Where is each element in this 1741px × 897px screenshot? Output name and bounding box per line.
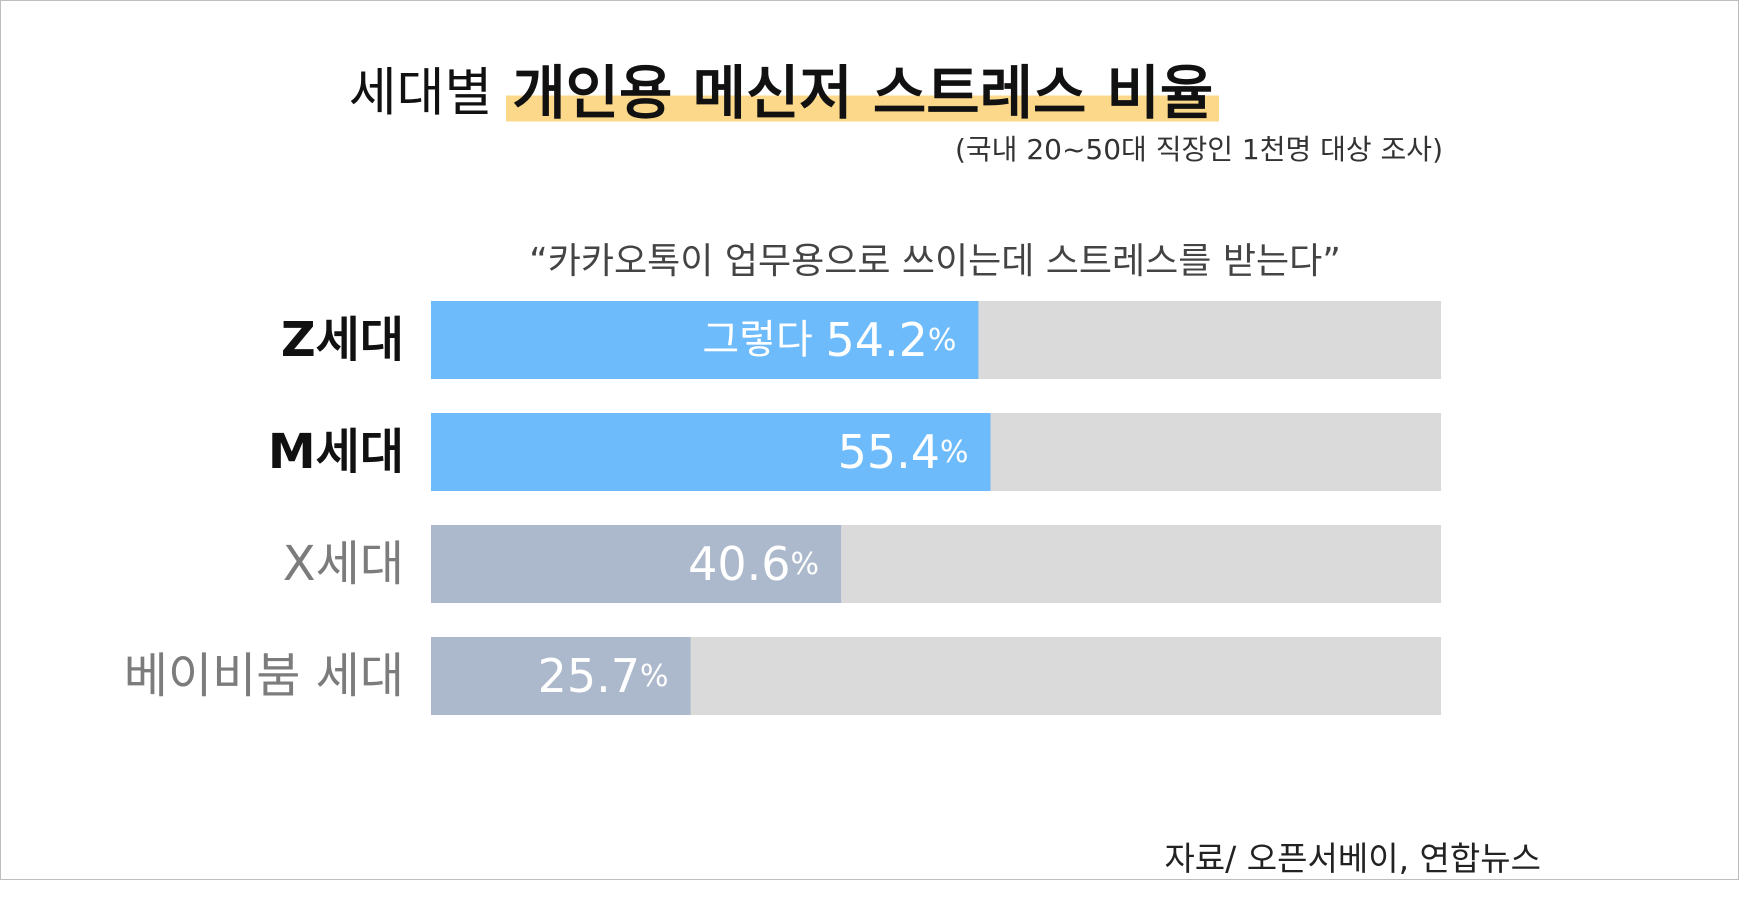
data-label: 그렇다 54.2%: [702, 313, 956, 367]
title-prefix: 세대별: [348, 63, 493, 124]
survey-question: “카카오톡이 업무용으로 쓰이는데 스트레스를 받는다”: [529, 241, 1341, 282]
data-label: 55.4%: [838, 425, 969, 479]
category-label: X세대: [283, 536, 404, 592]
bar: [431, 301, 979, 379]
bar: [431, 413, 991, 491]
chart-title: 세대별 개인용 메신저 스트레스 비율: [0, 46, 1568, 130]
bar: [431, 637, 691, 715]
chart-frame: [0, 0, 1739, 880]
category-label: M세대: [268, 424, 404, 480]
bar: [431, 525, 842, 603]
category-label: Z세대: [281, 312, 404, 368]
chart-subtitle: (국내 20~50대 직장인 1천명 대상 조사): [954, 133, 1443, 166]
bar-chart: Z세대 그렇다 54.2% M세대 55.4% X세대 40.6% 베이비붐 세대 25.7%: [124, 301, 1441, 715]
title-main: 개인용 메신저 스트레스 비율: [506, 59, 1220, 127]
category-label: 베이비붐 세대: [124, 648, 404, 704]
data-label: 40.6%: [688, 537, 819, 591]
data-label: 25.7%: [538, 649, 669, 703]
source-note: 자료/ 오픈서베이, 연합뉴스: [1164, 839, 1541, 878]
